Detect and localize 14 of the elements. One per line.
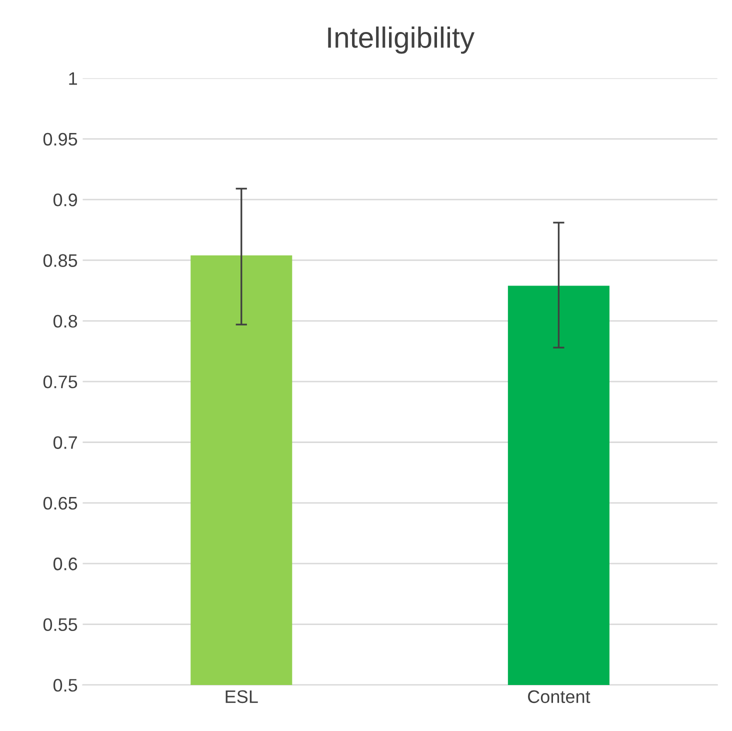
- y-tick-label: 0.95: [43, 132, 78, 146]
- y-tick-label: 0.8: [53, 314, 78, 328]
- y-tick-label: 0.6: [53, 558, 78, 570]
- y-tick-label: 0.75: [43, 376, 78, 388]
- y-tick-label: 0.55: [43, 618, 78, 631]
- x-tick-label: Content: [528, 690, 590, 704]
- y-tick-label: 0.9: [53, 193, 77, 206]
- y-tick-label: 0.7: [53, 436, 77, 449]
- y-tick-label: 0.65: [43, 496, 78, 510]
- y-tick-label: 0.5: [53, 678, 78, 692]
- x-tick-label: ESL: [226, 690, 258, 704]
- chart-title: Intelligibility: [328, 26, 475, 54]
- y-tick-label: 1: [69, 72, 77, 85]
- y-tick-label: 0.85: [43, 254, 78, 267]
